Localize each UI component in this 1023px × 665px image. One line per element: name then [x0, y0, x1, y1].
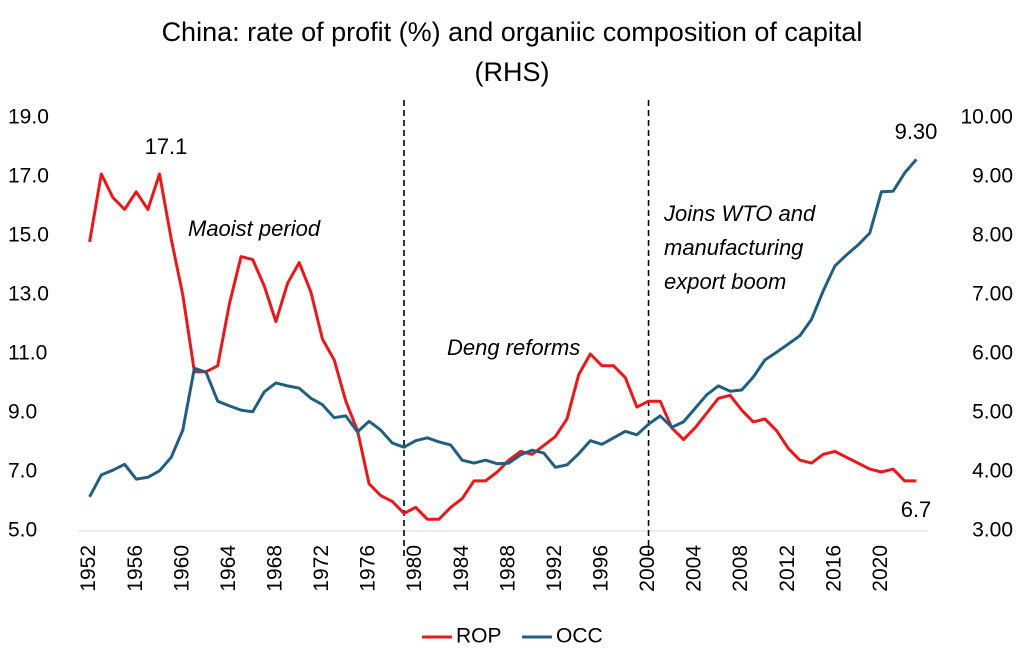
y2-tick-label: 10.00: [960, 106, 1013, 129]
y-tick-label: 13.0: [8, 283, 49, 306]
x-tick-label: 1972: [310, 545, 333, 592]
x-tick-label: 1968: [263, 545, 286, 592]
x-tick-label: 2004: [683, 545, 706, 592]
y-tick-label: 5.0: [8, 519, 37, 542]
x-tick-label: 2000: [636, 545, 659, 592]
x-tick-label: 1996: [590, 545, 613, 592]
x-tick-label: 1992: [543, 545, 566, 592]
annotation: 17.1: [145, 134, 188, 159]
y2-tick-label: 6.00: [972, 342, 1013, 365]
series-line: [88, 172, 917, 521]
y2-tick-label: 4.00: [972, 460, 1013, 483]
y2-tick-label: 7.00: [972, 283, 1013, 306]
y-tick-label: 9.0: [8, 401, 37, 424]
x-tick-label: 1976: [357, 545, 380, 592]
y2-tick-label: 3.00: [972, 519, 1013, 542]
y-tick-label: 19.0: [8, 106, 49, 129]
y-tick-label: 11.0: [8, 342, 47, 365]
x-tick-label: 1980: [403, 545, 426, 592]
y-tick-label: 17.0: [8, 165, 49, 188]
y2-tick-label: 9.00: [972, 165, 1013, 188]
annotation: Deng reforms: [447, 335, 580, 360]
x-tick-label: 1988: [496, 545, 519, 592]
legend-label: OCC: [556, 625, 603, 648]
annotation: Joins WTO and: [663, 201, 816, 226]
chart-title: China: rate of profit (%) and organiic c…: [162, 17, 863, 47]
x-tick-label: 1964: [217, 545, 240, 592]
chart-title: (RHS): [475, 57, 550, 87]
x-tick-label: 1960: [170, 545, 193, 592]
y-tick-label: 15.0: [8, 224, 49, 247]
annotation: 9.30: [895, 119, 938, 144]
series-line: [88, 158, 918, 498]
annotation: 6.7: [901, 497, 932, 522]
x-tick-label: 2016: [822, 545, 845, 592]
x-tick-label: 2008: [729, 545, 752, 592]
x-tick-label: 1984: [450, 545, 473, 592]
annotation: manufacturing: [664, 235, 804, 260]
y2-tick-label: 5.00: [972, 401, 1013, 424]
y-tick-label: 7.0: [8, 460, 37, 483]
x-tick-label: 1956: [124, 545, 147, 592]
annotation: Maoist period: [188, 216, 321, 241]
x-tick-label: 2012: [776, 545, 799, 592]
annotation: export boom: [664, 269, 786, 294]
legend-label: ROP: [456, 625, 502, 648]
y2-tick-label: 8.00: [972, 224, 1013, 247]
x-tick-label: 1952: [77, 545, 100, 592]
x-tick-label: 2020: [869, 545, 892, 592]
